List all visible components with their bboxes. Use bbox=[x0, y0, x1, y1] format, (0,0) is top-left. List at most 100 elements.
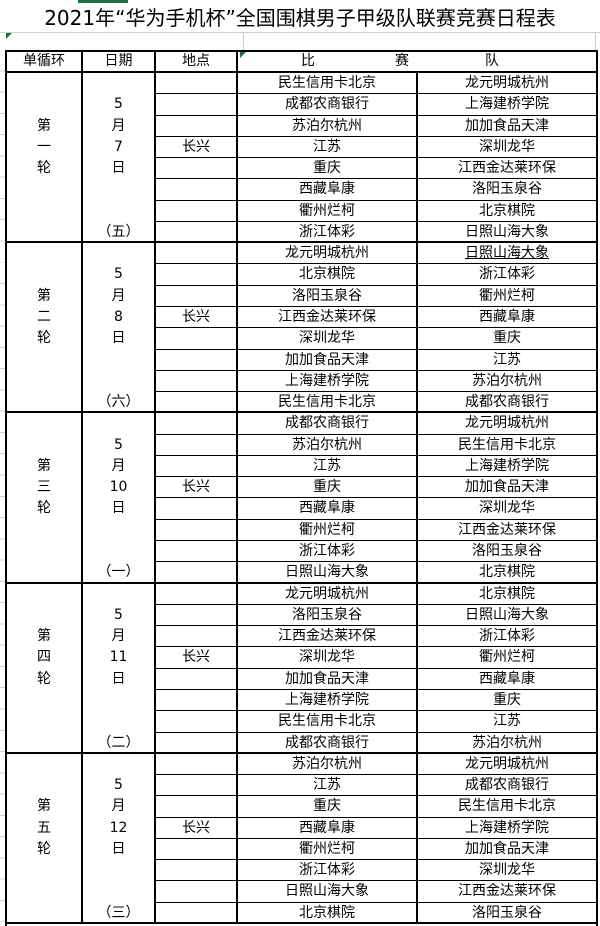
team-cell-right[interactable]: 加加食品天津 bbox=[418, 839, 596, 861]
team-cell-left[interactable]: 龙元明城杭州 bbox=[238, 584, 416, 605]
team-cell-left[interactable]: 衢州烂柯 bbox=[238, 201, 416, 222]
team-cell-right[interactable]: 重庆 bbox=[418, 328, 596, 350]
team-cell-left[interactable]: 北京棋院 bbox=[299, 904, 355, 921]
team-cell-left[interactable]: 衢州烂柯 bbox=[238, 839, 416, 861]
team-cell-left[interactable]: 民生信用卡北京 bbox=[238, 711, 416, 733]
team-cell-right[interactable]: 加加食品天津 bbox=[418, 116, 596, 137]
team-cell-right[interactable]: 苏泊尔杭州 bbox=[418, 371, 596, 393]
team-cell-left[interactable]: 日照山海大象 bbox=[238, 881, 416, 903]
venue-cell[interactable] bbox=[156, 881, 236, 903]
venue-cell[interactable] bbox=[156, 392, 236, 411]
team-cell-right[interactable]: 加加食品天津 bbox=[418, 477, 596, 499]
venue-cell[interactable] bbox=[156, 413, 236, 435]
team-cell-left[interactable]: 上海建桥学院 bbox=[238, 690, 416, 712]
team-cell-right[interactable]: 日照山海大象 bbox=[418, 243, 596, 265]
venue-cell[interactable] bbox=[156, 839, 236, 861]
venue-cell[interactable] bbox=[156, 796, 236, 818]
team-cell-right[interactable]: 衢州烂柯 bbox=[418, 647, 596, 669]
date-cell[interactable]: 5 月 12 日 （三） bbox=[83, 753, 156, 922]
team-cell-left[interactable]: 加加食品天津 bbox=[238, 350, 416, 371]
team-cell-left[interactable]: 西藏阜康 bbox=[238, 498, 416, 520]
team-cell-left[interactable]: 北京棋院 bbox=[238, 264, 416, 286]
venue-cell[interactable] bbox=[156, 179, 236, 201]
team-cell-left[interactable]: 洛阳玉泉谷 bbox=[238, 286, 416, 307]
team-cell-right[interactable]: 日照山海大象 bbox=[418, 605, 596, 627]
venue-cell[interactable] bbox=[156, 498, 236, 520]
team-cell-left[interactable]: 龙元明城杭州 bbox=[238, 243, 416, 265]
team-cell-left[interactable]: 江苏 bbox=[238, 775, 416, 797]
venue-cell[interactable] bbox=[156, 328, 236, 350]
venue-cell[interactable] bbox=[156, 350, 236, 371]
venue-cell[interactable] bbox=[156, 541, 236, 563]
team-cell-right[interactable]: 洛阳玉泉谷 bbox=[472, 904, 542, 921]
team-cell-right[interactable]: 江西金达莱环保 bbox=[418, 520, 596, 542]
team-cell-left[interactable]: 民生信用卡北京 bbox=[278, 394, 376, 411]
venue-cell[interactable] bbox=[156, 264, 236, 286]
round-label-cell[interactable]: 第一轮 bbox=[7, 73, 83, 242]
team-cell-right[interactable]: 上海建桥学院 bbox=[418, 818, 596, 839]
venue-cell[interactable] bbox=[156, 711, 236, 733]
team-cell-right[interactable]: 龙元明城杭州 bbox=[418, 73, 596, 95]
venue-cell[interactable]: 长兴 bbox=[156, 307, 236, 329]
venue-cell[interactable] bbox=[156, 584, 236, 605]
team-cell-left[interactable]: 江西金达莱环保 bbox=[238, 307, 416, 329]
venue-cell[interactable]: 长兴 bbox=[156, 818, 236, 839]
team-cell-left[interactable]: 重庆 bbox=[238, 158, 416, 180]
team-cell-left[interactable]: 日照山海大象 bbox=[285, 564, 369, 581]
venue-cell[interactable] bbox=[156, 733, 236, 752]
team-cell-left[interactable]: 上海建桥学院 bbox=[238, 371, 416, 393]
team-cell-left[interactable]: 浙江体彩 bbox=[238, 860, 416, 882]
venue-cell[interactable] bbox=[156, 626, 236, 648]
header-cell-date[interactable]: 日期 bbox=[83, 52, 156, 71]
team-cell-right[interactable]: 北京棋院 bbox=[418, 201, 596, 222]
team-cell-right[interactable]: 江西金达莱环保 bbox=[418, 881, 596, 903]
team-cell-left[interactable]: 加加食品天津 bbox=[238, 669, 416, 690]
header-cell-venue[interactable]: 地点 bbox=[156, 52, 238, 71]
team-cell-right[interactable]: 北京棋院 bbox=[418, 584, 596, 605]
team-cell-right[interactable]: 深圳龙华 bbox=[418, 137, 596, 159]
venue-cell[interactable] bbox=[156, 520, 236, 542]
team-cell-right[interactable]: 江苏 bbox=[418, 350, 596, 371]
venue-cell[interactable] bbox=[156, 201, 236, 222]
venue-cell[interactable] bbox=[156, 73, 236, 95]
team-cell-left[interactable]: 苏泊尔杭州 bbox=[238, 435, 416, 456]
page-title[interactable]: 2021年“华为手机杯”全国围棋男子甲级队联赛竞赛日程表 bbox=[44, 6, 556, 30]
team-cell-right[interactable]: 西藏阜康 bbox=[418, 669, 596, 690]
team-cell-right[interactable]: 苏泊尔杭州 bbox=[472, 734, 542, 751]
team-cell-left[interactable]: 苏泊尔杭州 bbox=[238, 116, 416, 137]
date-cell[interactable]: 5 月 10 日 （一） bbox=[83, 413, 156, 582]
header-cell-matches[interactable]: 比 赛 队 bbox=[238, 52, 596, 71]
venue-cell[interactable] bbox=[156, 435, 236, 456]
team-cell-right[interactable]: 浙江体彩 bbox=[418, 626, 596, 648]
round-label-cell[interactable]: 第三轮 bbox=[7, 413, 83, 582]
venue-cell[interactable] bbox=[156, 669, 236, 690]
team-cell-left[interactable]: 民生信用卡北京 bbox=[238, 73, 416, 95]
team-cell-left[interactable]: 浙江体彩 bbox=[299, 223, 355, 240]
team-cell-left[interactable]: 苏泊尔杭州 bbox=[238, 754, 416, 776]
venue-cell[interactable] bbox=[156, 243, 236, 265]
venue-cell[interactable] bbox=[156, 775, 236, 797]
venue-cell[interactable] bbox=[156, 754, 236, 776]
round-label-cell[interactable]: 第四轮 bbox=[7, 583, 83, 752]
team-cell-right[interactable]: 浙江体彩 bbox=[418, 264, 596, 286]
team-cell-right[interactable]: 日照山海大象 bbox=[465, 223, 549, 240]
venue-cell[interactable] bbox=[156, 222, 236, 241]
round-label-cell[interactable]: 第二轮 bbox=[7, 243, 83, 412]
team-cell-left[interactable]: 衢州烂柯 bbox=[238, 520, 416, 542]
team-cell-left[interactable]: 深圳龙华 bbox=[238, 647, 416, 669]
team-cell-left[interactable]: 重庆 bbox=[238, 477, 416, 499]
team-cell-right[interactable]: 北京棋院 bbox=[479, 564, 535, 581]
team-cell-left[interactable]: 深圳龙华 bbox=[238, 328, 416, 350]
team-cell-right[interactable]: 成都农商银行 bbox=[465, 394, 549, 411]
venue-cell[interactable] bbox=[156, 456, 236, 478]
team-cell-left[interactable]: 重庆 bbox=[238, 796, 416, 818]
venue-cell[interactable] bbox=[156, 860, 236, 882]
team-cell-left[interactable]: 江西金达莱环保 bbox=[238, 626, 416, 648]
venue-cell[interactable] bbox=[156, 903, 236, 922]
team-cell-left[interactable]: 浙江体彩 bbox=[238, 541, 416, 563]
team-cell-right[interactable]: 龙元明城杭州 bbox=[418, 754, 596, 776]
team-cell-right[interactable]: 江苏 bbox=[418, 711, 596, 733]
team-cell-right[interactable]: 洛阳玉泉谷 bbox=[418, 541, 596, 563]
date-cell[interactable]: 5 月 8 日 （六） bbox=[83, 243, 156, 412]
team-cell-left[interactable]: 成都农商银行 bbox=[238, 413, 416, 435]
